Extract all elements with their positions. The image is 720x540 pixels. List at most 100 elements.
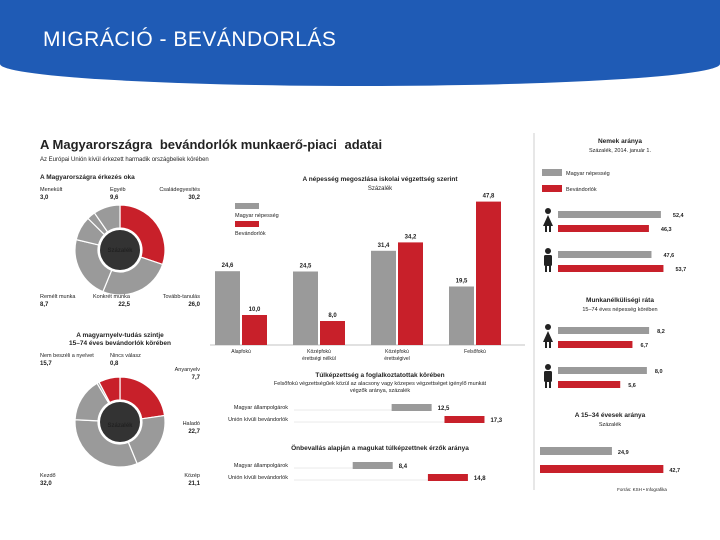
edu-cat-1: Középfokú — [307, 349, 331, 355]
young-value-0: 24,9 — [618, 450, 629, 456]
donut-reason-center: Százalék — [107, 248, 133, 254]
gender-legend-hu-swatch — [542, 169, 562, 176]
gender-legend-imm: Bevándorlók — [566, 187, 597, 193]
gender-legend-hu: Magyar népesség — [566, 171, 610, 177]
unemp-value-0-0: 8,2 — [657, 329, 665, 335]
gender-person-1-leg-r — [549, 266, 551, 272]
donut-lang-value-2: 7,7 — [192, 375, 201, 381]
overq-subtitle2: végzők aránya, százalék — [350, 388, 410, 394]
gender-value-0-0: 52,4 — [673, 213, 685, 219]
donut-lang-label-5: Közép — [184, 473, 200, 479]
edu-value-0-1: 24,5 — [300, 264, 312, 270]
selfq-bar-0 — [352, 462, 393, 469]
donut-lang-value-5: 21,1 — [188, 481, 200, 487]
self-overqualified-chart: Önbevallás alapján a magukat túlképzettn… — [228, 443, 486, 482]
gender-value-0-1: 47,6 — [663, 253, 674, 259]
gender-person-1-head — [545, 248, 551, 254]
info-title-3: adatai — [344, 137, 382, 152]
gender-value-1-0: 46,3 — [661, 227, 672, 233]
donut-reason-label-5: Tovább-tanulás — [163, 294, 201, 300]
donut-lang-label-4: Kezdő — [40, 473, 56, 479]
edu-legend-hu: Magyar népesség — [235, 213, 279, 219]
edu-cat-2: Középfokú — [385, 349, 409, 355]
donut-lang-center: Százalék — [107, 423, 133, 429]
slide-title: MIGRÁCIÓ - BEVÁNDORLÁS — [43, 28, 337, 51]
overq-cat-1: Unión kívüli bevándorlók — [228, 417, 288, 423]
overq-bar-0 — [391, 404, 432, 411]
edu-value-0-3: 19,5 — [456, 279, 468, 285]
svg-text:A Magyarországra beván: A Magyarországra bevándorlók munkaerő-pi… — [40, 137, 382, 152]
donut-reason-value-1: 9,6 — [110, 195, 119, 201]
donut-reason-label-0: Menekült — [40, 187, 63, 193]
gender-person-1-body — [544, 255, 552, 266]
edu-value-0-0: 24,6 — [222, 263, 234, 269]
edu-legend-imm-swatch — [235, 221, 259, 227]
edu-ylabel: Százalék — [368, 186, 393, 192]
gender-bar-0-0 — [558, 211, 661, 218]
unemployment-chart: Munkanélküliségi ráta 15–74 éves népesség… — [543, 297, 665, 389]
donut-lang-value-4: 32,0 — [40, 481, 52, 487]
unemp-bar-1-0 — [558, 341, 633, 348]
gender-person-0-body — [543, 215, 553, 226]
donut-lang-value-1: 0,8 — [110, 361, 119, 367]
donut-reason-slice-5 — [93, 204, 121, 233]
gender-bar-0-1 — [558, 251, 652, 258]
donut-reason-slice-0 — [119, 204, 166, 266]
gender-bar-1-0 — [558, 225, 649, 232]
unemp-person-0-leg-l — [545, 342, 547, 348]
edu-cat2-1: érettségi nélkül — [302, 356, 336, 362]
unemp-person-1-head — [545, 364, 551, 370]
unemp-person-1-leg-r — [549, 382, 551, 388]
donut-lang-value-0: 15,7 — [40, 361, 52, 367]
unemp-value-1-0: 6,7 — [640, 343, 648, 349]
unemp-person-0-leg-r — [549, 342, 551, 348]
donut-reason-chart — [74, 204, 166, 296]
gender-bar-1-1 — [558, 265, 664, 272]
unemp-person-0-head — [545, 324, 551, 330]
edu-value-1-1: 8,0 — [328, 313, 337, 319]
selfq-title: Önbevallás alapján a magukat túlképzettn… — [291, 443, 469, 452]
overqualification-chart: Túlképzettség a foglalkoztatottak körébe… — [228, 372, 503, 424]
overq-cat-0: Magyar állampolgárok — [234, 405, 288, 411]
infographic-svg: A Magyarországra bevándorlók munkaerő-pi… — [40, 133, 686, 492]
gender-legend-imm-swatch — [542, 185, 562, 192]
donut-lang-title: A magyarnyelv-tudás szintje — [76, 332, 164, 339]
edu-value-1-3: 47,8 — [483, 194, 495, 200]
donut-lang-center-disc — [100, 402, 140, 442]
unemp-person-0-body — [543, 331, 553, 342]
selfq-value-0: 8,4 — [399, 464, 408, 470]
donut-lang-slice-5 — [98, 376, 121, 404]
edu-value-0-2: 31,4 — [378, 243, 390, 249]
gender-title: Nemek aránya — [598, 138, 642, 145]
gender-value-1-1: 53,7 — [675, 267, 686, 273]
unemp-bar-1-1 — [558, 381, 621, 388]
young-title: A 15–34 évesek aránya — [575, 412, 646, 419]
edu-value-1-2: 34,2 — [405, 234, 417, 240]
gender-person-0-head — [545, 208, 551, 214]
donut-lang-chart — [74, 376, 166, 468]
unemp-value-1-1: 5,6 — [628, 383, 636, 389]
donut-reason-label-4: Konkrét munka — [93, 294, 131, 300]
edu-bar-1-3 — [476, 201, 501, 345]
title-banner: MIGRÁCIÓ - BEVÁNDORLÁS — [0, 0, 720, 86]
donut-reason-title: A Magyarországra érkezés oka — [40, 174, 135, 181]
overq-value-1: 17,3 — [490, 418, 502, 424]
edu-legend-hu-swatch — [235, 203, 259, 209]
info-subtitle: Az Európai Unión kívül érkezett harmadik… — [40, 157, 209, 163]
edu-cat-0: Alapfokú — [231, 349, 251, 355]
unemp-title: Munkanélküliségi ráta — [586, 297, 654, 304]
donut-reason-label-1: Egyéb — [110, 187, 126, 193]
donut-lang-slice-2 — [74, 419, 138, 468]
edu-legend-imm: Bevándorlók — [235, 231, 266, 237]
overq-bar-1 — [444, 416, 485, 423]
donut-reason-value-4: 22,5 — [118, 302, 130, 308]
young-ratio-chart: A 15–34 évesek aránya Százalék 24,9 42,7 — [540, 412, 680, 474]
overq-title: Túlképzettség a foglalkoztatottak körébe… — [315, 372, 444, 379]
selfq-value-1: 14,8 — [474, 476, 486, 482]
gender-person-0-leg-r — [549, 226, 551, 232]
donut-reason-label-2: Családegyesítés — [159, 187, 200, 193]
edu-bar-0-0 — [215, 271, 240, 345]
donut-lang-label-2: Anyanyelv — [175, 367, 201, 373]
infographic: A Magyarországra bevándorlók munkaerő-pi… — [30, 125, 690, 495]
donut-reason-value-3: 8,7 — [40, 302, 49, 308]
